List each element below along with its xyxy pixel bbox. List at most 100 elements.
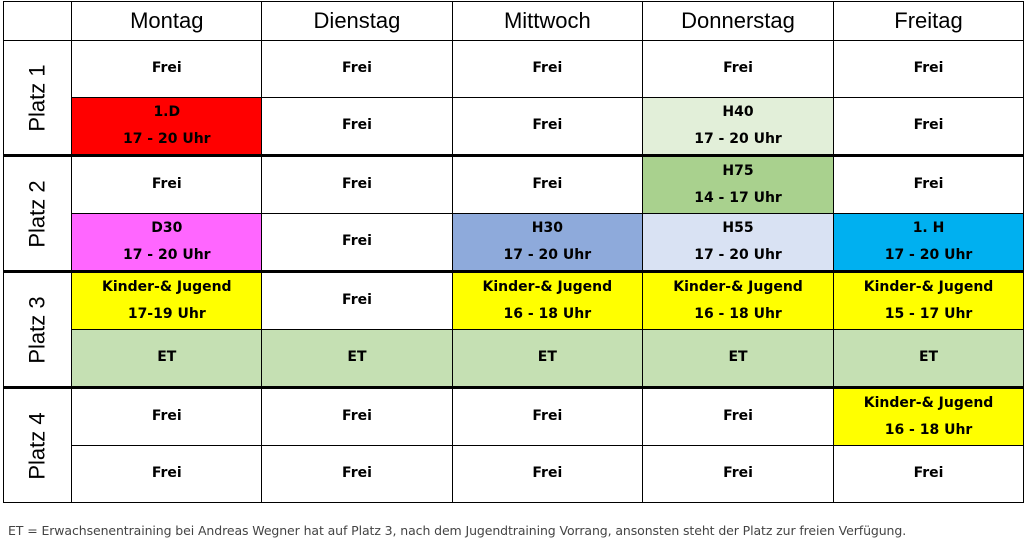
slot-cell: D30 17 - 20 Uhr	[71, 213, 263, 272]
place-label-text: Platz 1	[24, 63, 50, 132]
slot-text: H40	[722, 103, 754, 120]
slot-text: Frei	[532, 408, 563, 425]
slot-text: Frei	[151, 408, 182, 425]
schedule-row: Frei Frei Frei Frei Frei	[4, 445, 1024, 503]
slot-text: Frei	[342, 117, 372, 134]
place-label-2: Platz 2	[2, 154, 73, 272]
slot-cell: Frei	[71, 40, 263, 98]
slot-text: Kinder-& Jugend	[673, 278, 803, 295]
slot-text: D30	[151, 219, 183, 236]
slot-cell: Frei	[642, 40, 835, 98]
slot-cell: Frei	[71, 445, 263, 503]
slot-text: Frei	[342, 408, 372, 425]
schedule-row: ET ET ET ET ET	[4, 329, 1024, 388]
slot-text: ET	[537, 349, 557, 366]
slot-cell: Frei	[451, 445, 644, 503]
footnote: ET = Erwachsenentraining bei Andreas Weg…	[8, 523, 907, 538]
slot-text: Kinder-& Jugend	[101, 278, 232, 295]
slot-cell: Frei	[642, 386, 835, 446]
slot-cell: ET	[71, 329, 263, 388]
slot-text: Kinder-& Jugend	[863, 278, 994, 295]
day-header-freitag: Freitag	[833, 1, 1024, 41]
slot-text: 1.D	[153, 103, 181, 120]
slot-text: 14 - 17 Uhr	[694, 190, 782, 206]
slot-text: Frei	[342, 465, 372, 482]
place-label-3: Platz 3	[2, 270, 73, 388]
slot-cell: Frei	[451, 154, 644, 214]
slot-cell: Frei	[261, 386, 453, 446]
slot-cell: Kinder-& Jugend 16 - 18 Uhr	[642, 270, 835, 330]
slot-cell: H30 17 - 20 Uhr	[451, 213, 644, 272]
schedule-row: Platz 4 Frei Frei Frei Frei Kinder-& Jugend 16…	[2, 386, 1024, 503]
slot-cell: Frei	[833, 154, 1024, 214]
day-header-dienstag: Dienstag	[261, 1, 453, 41]
slot-cell: ET	[451, 329, 644, 388]
schedule-row: Platz 2 Frei Frei Frei H75 14 - 17 Uhr Frei	[2, 154, 1024, 272]
slot-text: 17 - 20 Uhr	[694, 131, 782, 147]
slot-text: H30	[531, 219, 563, 236]
slot-cell: Kinder-& Jugend 16 - 18 Uhr	[451, 270, 644, 330]
place-label-1: Platz 1	[2, 40, 73, 156]
slot-text: 17 - 20 Uhr	[694, 247, 782, 263]
slot-text: Kinder-& Jugend	[482, 278, 613, 295]
slot-cell: ET	[261, 329, 453, 388]
slot-cell: Frei	[833, 97, 1024, 156]
schedule-row: D30 17 - 20 Uhr Frei H30 17 - 20 Uhr H55 17 - …	[4, 213, 1024, 272]
schedule-row: 1.D 17 - 20 Uhr Frei Frei H40 17 - 20 Uhr Frei	[4, 97, 1024, 156]
slot-cell: Frei	[261, 445, 453, 503]
place-label-text: Platz 3	[24, 295, 50, 364]
slot-cell: H75 14 - 17 Uhr	[642, 154, 835, 214]
slot-cell: Frei	[451, 97, 644, 156]
slot-cell: 1. H 17 - 20 Uhr	[833, 213, 1024, 272]
slot-text: 15 - 17 Uhr	[884, 306, 973, 322]
slot-text: 17-19 Uhr	[127, 306, 206, 322]
slot-text: 17 - 20 Uhr	[122, 247, 211, 263]
slot-text: H75	[722, 162, 754, 179]
slot-text: 16 - 18 Uhr	[884, 422, 973, 438]
slot-text: Frei	[151, 60, 182, 77]
corner-cell	[2, 1, 73, 41]
day-header-donnerstag: Donnerstag	[642, 1, 835, 41]
slot-cell: Frei	[261, 40, 453, 98]
place-label-4: Platz 4	[2, 386, 73, 503]
day-header-mittwoch: Mittwoch	[451, 1, 644, 41]
slot-text: 17 - 20 Uhr	[503, 247, 592, 263]
schedule-table: Montag Dienstag Mittwoch Donnerstag Frei…	[2, 1, 1024, 503]
slot-text: 17 - 20 Uhr	[122, 131, 211, 147]
slot-cell: Frei	[642, 445, 835, 503]
slot-text: 16 - 18 Uhr	[694, 306, 782, 322]
slot-text: 17 - 20 Uhr	[884, 247, 973, 263]
slot-cell: 1.D 17 - 20 Uhr	[71, 97, 263, 156]
slot-cell: Frei	[71, 386, 263, 446]
slot-text: Frei	[913, 117, 944, 134]
slot-cell: Frei	[261, 270, 453, 330]
slot-text: 16 - 18 Uhr	[503, 306, 592, 322]
slot-text: Kinder-& Jugend	[863, 394, 994, 411]
slot-text: ET	[918, 349, 939, 366]
slot-cell: Kinder-& Jugend 16 - 18 Uhr	[833, 386, 1024, 446]
slot-cell: Frei	[71, 154, 263, 214]
place-label-text: Platz 4	[24, 411, 50, 480]
slot-text: ET	[157, 349, 177, 366]
slot-cell: Frei	[833, 40, 1024, 98]
slot-text: 1. H	[912, 219, 945, 236]
slot-text: Frei	[532, 60, 563, 77]
schedule-row: Platz 1 Frei Frei Frei Frei Frei	[2, 40, 1024, 156]
slot-cell: Frei	[261, 213, 453, 272]
slot-cell: ET	[833, 329, 1024, 388]
slot-text: Frei	[342, 176, 372, 193]
slot-text: Frei	[151, 465, 182, 482]
schedule-row: Platz 3 Kinder-& Jugend 17-19 Uhr Frei Kinde…	[2, 270, 1024, 388]
slot-text: H55	[722, 219, 754, 236]
slot-text: Frei	[913, 176, 944, 193]
slot-text: Frei	[532, 465, 563, 482]
day-header-montag: Montag	[71, 1, 263, 41]
slot-text: Frei	[532, 176, 563, 193]
slot-cell: H40 17 - 20 Uhr	[642, 97, 835, 156]
slot-cell: Frei	[451, 386, 644, 446]
slot-cell: ET	[642, 329, 835, 388]
slot-text: ET	[347, 349, 367, 366]
place-label-text: Platz 2	[24, 179, 50, 248]
slot-text: Frei	[723, 60, 753, 77]
slot-cell: Frei	[451, 40, 644, 98]
